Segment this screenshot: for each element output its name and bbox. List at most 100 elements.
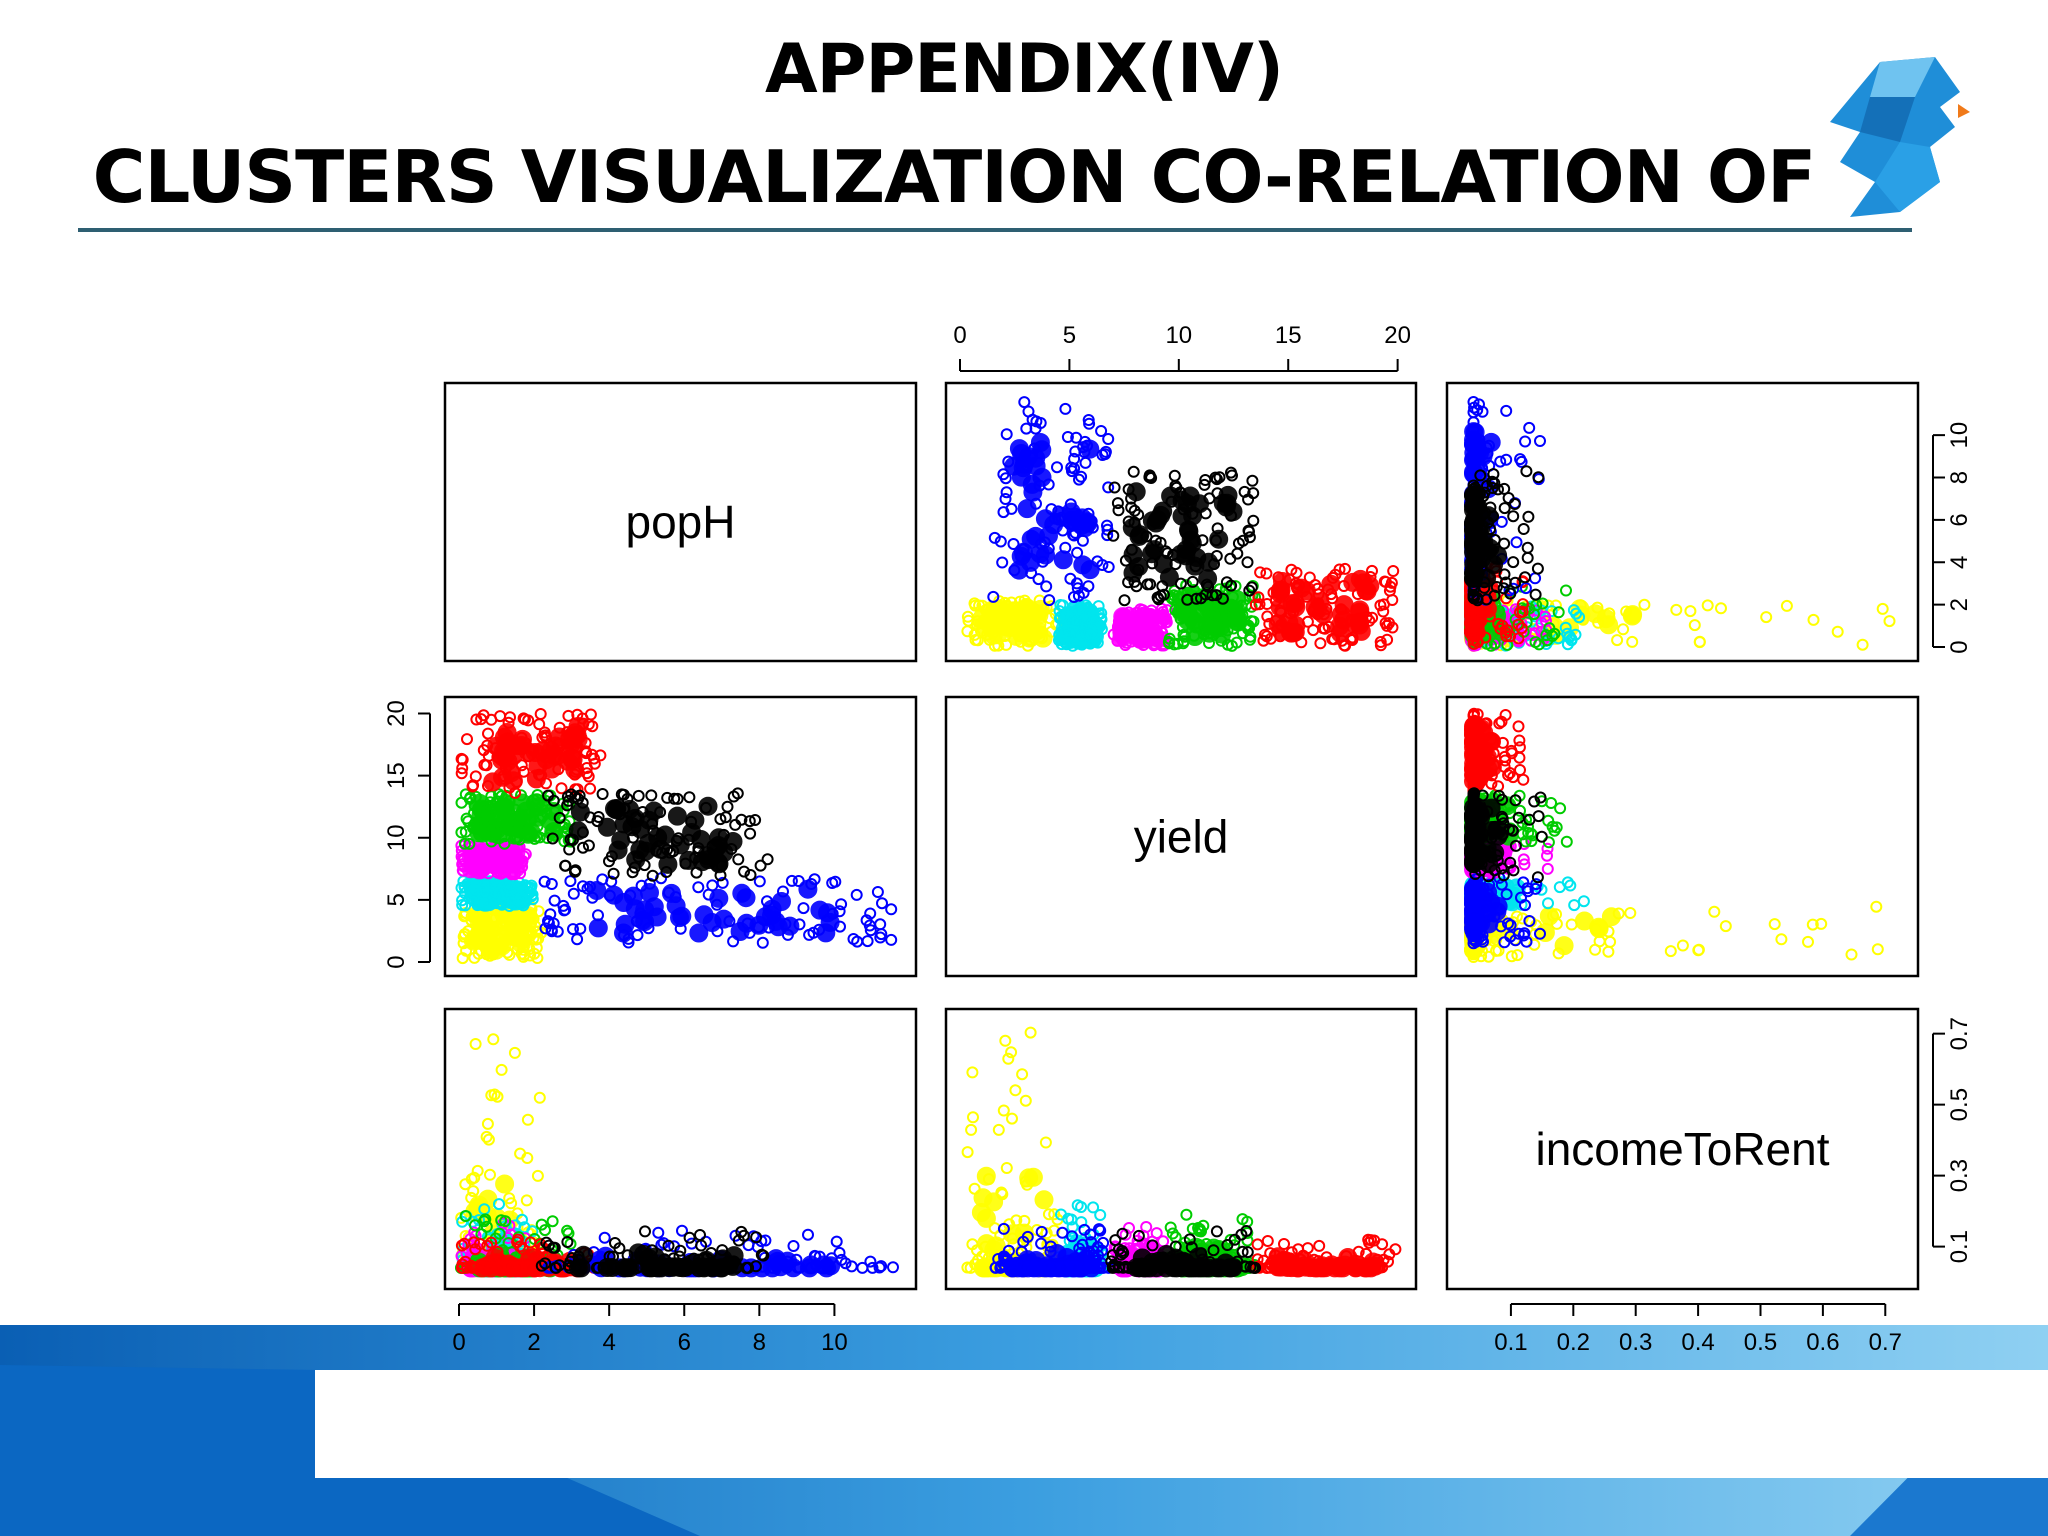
scatter-point: [1026, 456, 1046, 476]
scatter-point: [971, 634, 984, 647]
scatter-point: [817, 1258, 837, 1278]
scatter-point: [1539, 610, 1552, 623]
scatter-point: [1064, 572, 1077, 585]
scatter-point: [1198, 478, 1211, 491]
scatter-point: [1464, 915, 1484, 935]
scatter-point: [1199, 474, 1212, 486]
scatter-point: [493, 851, 513, 871]
scatter-point: [1016, 623, 1036, 643]
scatter-point: [1548, 627, 1561, 640]
scatter-point: [1123, 563, 1143, 583]
scatter-point: [1053, 550, 1073, 570]
scatter-point: [997, 506, 1010, 519]
scatter-point: [481, 1258, 501, 1278]
footer-band: [0, 1325, 2048, 1536]
scatter-point: [1561, 627, 1574, 640]
scatter-point: [1000, 428, 1013, 441]
scatter-point: [1108, 481, 1121, 494]
scatter-point: [1560, 584, 1572, 597]
scatter-point: [1464, 726, 1484, 746]
scatter-point: [1350, 600, 1370, 620]
scatter-point: [666, 896, 686, 916]
scatter-point: [994, 535, 1007, 548]
scatter-point: [1061, 431, 1074, 443]
scatter-point: [1536, 597, 1549, 610]
slide-title-line2: CLUSTERS VISUALIZATION CO-RELATION OF: [92, 135, 1817, 219]
scatter-point: [1318, 622, 1331, 635]
scatter-point: [996, 556, 1009, 569]
scatter-point: [1540, 615, 1552, 627]
scatter-point: [1386, 621, 1399, 634]
scatter-point: [1528, 623, 1541, 636]
scatter-point: [1127, 465, 1140, 478]
scatter-point: [1807, 613, 1820, 626]
scatter-point: [706, 838, 726, 858]
scatter-point: [1684, 605, 1697, 618]
scatter-point: [1122, 518, 1142, 538]
scatter-point: [1145, 472, 1158, 484]
scatter-point: [1059, 402, 1072, 415]
scatter-point: [1186, 575, 1199, 588]
scatter-point: [1539, 906, 1559, 926]
scatter-point: [1601, 907, 1621, 927]
scatter-point: [1273, 572, 1292, 591]
scatter-point: [1377, 598, 1390, 611]
scatter-point: [1569, 628, 1582, 641]
scatter-point: [1017, 499, 1037, 519]
scatter-point: [1092, 600, 1105, 613]
scatter-point: [1339, 562, 1351, 575]
scatter-point: [1132, 508, 1145, 521]
scatter-point: [1387, 565, 1400, 577]
scatter-point: [1095, 425, 1108, 437]
scatter-point: [614, 893, 634, 912]
scatter-point: [1080, 439, 1100, 459]
scatter-point: [1374, 639, 1387, 652]
scatter-point: [557, 751, 577, 771]
scatter-point: [1023, 1167, 1043, 1187]
scatter-point: [1068, 452, 1081, 465]
scatter-point: [570, 802, 590, 822]
scatter-point: [1487, 902, 1507, 921]
scatter-point: [682, 1254, 702, 1274]
scatter-point: [1617, 623, 1630, 636]
scatter-point: [560, 729, 580, 749]
scatter-point: [1226, 469, 1238, 482]
scatter-point: [698, 796, 718, 816]
scatter-point: [1296, 581, 1316, 601]
scatter-point: [689, 923, 709, 943]
scatter-point: [1000, 638, 1013, 651]
scatter-point: [1142, 544, 1162, 564]
scatter-point: [1195, 592, 1207, 605]
scatter-point: [1026, 526, 1046, 546]
scatter-point: [1611, 634, 1624, 647]
scatter-point: [1254, 566, 1267, 579]
scatter-point: [1715, 602, 1727, 615]
scatter-point: [1307, 624, 1320, 637]
scatter-point: [1209, 529, 1229, 549]
scatter-point: [1099, 445, 1112, 458]
scatter-point: [1856, 638, 1869, 651]
scatter-point: [762, 905, 781, 925]
scatter-point: [670, 835, 690, 855]
scatter-point: [1073, 473, 1085, 486]
scatter-point: [1314, 637, 1327, 650]
scatter-point: [1540, 629, 1553, 642]
scatter-point: [667, 806, 687, 826]
variable-label-yield: yield: [1134, 811, 1229, 863]
scatter-point: [1030, 415, 1043, 428]
scatter-point: [1112, 504, 1125, 517]
scatter-point: [1051, 461, 1063, 474]
scatter-point: [1161, 486, 1181, 506]
scatter-point: [1030, 544, 1050, 564]
scatter-point: [607, 799, 627, 818]
scatter-point: [1253, 598, 1266, 611]
scatter-point: [1305, 597, 1325, 617]
scatter-point: [1563, 630, 1576, 643]
scatter-point: [1101, 529, 1114, 542]
scatter-point: [1066, 465, 1078, 478]
scatter-point: [1126, 482, 1146, 502]
scatter-point: [1112, 628, 1132, 648]
scatter-point: [711, 1258, 731, 1278]
scatter-point: [493, 767, 512, 787]
scatter-point: [486, 876, 506, 896]
